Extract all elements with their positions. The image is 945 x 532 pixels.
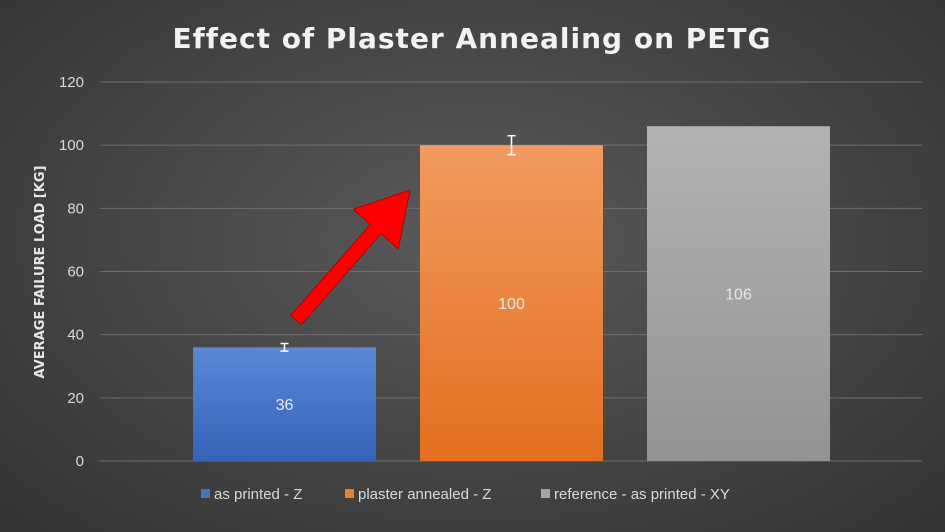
arrow-shape	[289, 189, 411, 326]
data-label: 100	[498, 296, 525, 313]
data-labels: 36 100 106	[276, 287, 752, 415]
error-bar	[507, 134, 516, 156]
legend-item: reference - as printed - XY	[541, 486, 730, 503]
legend-swatch	[541, 489, 550, 498]
y-tick-label: 20	[67, 390, 84, 407]
y-tick-label: 0	[76, 453, 84, 470]
y-tick-label: 100	[59, 137, 84, 154]
legend-item: plaster annealed - Z	[345, 486, 491, 503]
annotation-arrow	[289, 189, 411, 326]
y-axis-label: AVERAGE FAILURE LOAD [KG]	[33, 166, 48, 379]
error-bar	[280, 342, 289, 352]
chart-title: Effect of Plaster Annealing on PETG	[173, 22, 772, 55]
y-tick-label: 60	[67, 264, 84, 281]
bar	[647, 126, 830, 461]
error-bars	[280, 134, 516, 352]
legend-item: as printed - Z	[201, 486, 302, 503]
legend-label: reference - as printed - XY	[554, 486, 730, 503]
legend-swatch	[345, 489, 354, 498]
legend-label: plaster annealed - Z	[358, 486, 491, 503]
data-label: 36	[276, 397, 294, 414]
legend-swatch	[201, 489, 210, 498]
y-tick-labels: 0 20 40 60 80 100 120	[59, 74, 84, 470]
bars	[193, 126, 830, 461]
legend-label: as printed - Z	[214, 486, 302, 503]
legend: as printed - Z plaster annealed - Z refere…	[201, 486, 730, 503]
y-tick-label: 120	[59, 74, 84, 91]
data-label: 106	[725, 287, 752, 304]
y-tick-label: 40	[67, 327, 84, 344]
y-tick-label: 80	[67, 200, 84, 217]
bar	[193, 347, 376, 461]
bar	[420, 145, 603, 461]
